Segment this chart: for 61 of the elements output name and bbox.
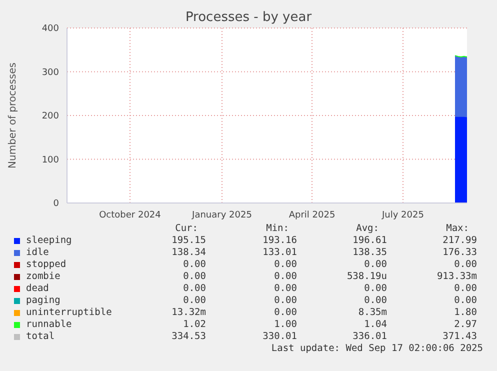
text: 0.00: [454, 295, 477, 306]
y-tick-label: 300: [42, 68, 60, 78]
y-axis-title: Number of processes: [8, 62, 19, 168]
legend-label: uninterruptible: [26, 307, 112, 318]
text: Cur:: [175, 223, 198, 234]
text: 330.01: [262, 331, 297, 342]
x-tick-label: April 2025: [288, 210, 336, 220]
legend-label: dead: [26, 283, 49, 294]
legend-label: sleeping: [26, 235, 72, 246]
text: 1.04: [364, 319, 387, 330]
legend-label: stopped: [26, 259, 66, 270]
text: 138.34: [172, 247, 206, 258]
text: 217.99: [442, 235, 477, 246]
text: 2.97: [454, 319, 477, 330]
text: 0.00: [274, 259, 297, 270]
legend-label: paging: [26, 295, 60, 306]
text: 176.33: [442, 247, 477, 258]
y-tick-label: 100: [42, 155, 60, 166]
legend-label: runnable: [26, 319, 72, 330]
text: 538.19u: [346, 271, 387, 282]
text: 0.00: [454, 259, 477, 270]
text: 0.00: [274, 271, 297, 282]
text: Min:: [266, 223, 289, 234]
text: 0.00: [364, 295, 387, 306]
text: 0.00: [183, 283, 206, 294]
legend-label: zombie: [26, 271, 60, 282]
text: 8.35m: [358, 307, 387, 318]
x-tick-label: July 2025: [381, 210, 424, 220]
text: 133.01: [262, 247, 297, 258]
text: 195.15: [172, 235, 206, 246]
text: 1.80: [454, 307, 477, 318]
text: 371.43: [442, 331, 477, 342]
chart-title: Processes - by year: [184, 10, 313, 25]
text: 0.00: [454, 283, 477, 294]
text: 196.61: [352, 235, 387, 246]
y-tick-label: 400: [42, 24, 60, 34]
text: 336.01: [352, 331, 387, 342]
text: 193.16: [262, 235, 297, 246]
y-tick-label: 0: [53, 199, 60, 210]
text: 0.00: [274, 295, 297, 306]
y-tick-label: 200: [42, 112, 60, 122]
text: 0.00: [274, 283, 297, 294]
text: 0.00: [183, 271, 206, 282]
x-tick-label: October 2024: [99, 210, 162, 220]
legend-label: idle: [26, 247, 49, 258]
text: Max:: [446, 223, 469, 234]
text: 0.00: [274, 307, 297, 318]
text: 0.00: [364, 259, 387, 270]
text: 138.35: [352, 247, 387, 258]
text: 1.02: [183, 319, 206, 330]
text: 913.33m: [436, 271, 477, 282]
text: 1.00: [274, 319, 297, 330]
text: Avg:: [356, 223, 379, 234]
x-tick-label: January 2025: [191, 210, 252, 220]
text: 0.00: [364, 283, 387, 294]
text: 13.32m: [172, 307, 206, 318]
text: Last update: Wed Sep 17 02:00:06 2025: [271, 343, 483, 354]
text: 334.53: [172, 331, 206, 342]
text: 0.00: [183, 295, 206, 306]
legend-label: total: [26, 331, 55, 342]
text: 0.00: [183, 259, 206, 270]
